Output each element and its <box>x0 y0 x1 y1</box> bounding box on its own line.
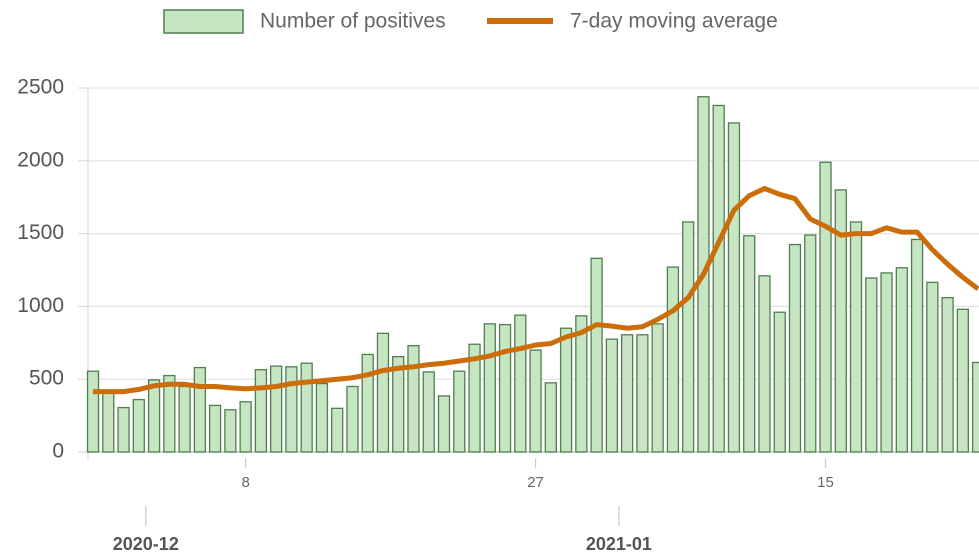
y-tick-label: 0 <box>52 440 64 463</box>
bar <box>727 122 741 453</box>
bar <box>910 238 924 453</box>
bar <box>620 334 634 453</box>
bar <box>453 370 466 453</box>
bar <box>880 272 893 453</box>
x-tick-label: 8 <box>241 474 249 491</box>
bar <box>544 382 557 453</box>
x-tick-label: 27 <box>527 474 544 491</box>
bar <box>300 362 313 453</box>
bar <box>605 338 619 453</box>
bar <box>819 161 832 453</box>
bar <box>926 281 939 453</box>
bar <box>224 409 237 453</box>
bar <box>422 371 435 453</box>
bar <box>331 407 344 453</box>
bar <box>559 327 573 453</box>
bar <box>773 311 786 453</box>
bar <box>941 297 954 453</box>
bar <box>971 361 979 453</box>
bar <box>239 401 252 453</box>
y-tick-label: 2000 <box>17 148 64 171</box>
bar <box>147 379 161 453</box>
bar <box>895 267 908 453</box>
bar <box>514 314 527 453</box>
bar <box>193 366 207 453</box>
bar <box>834 189 847 453</box>
bar <box>285 366 298 453</box>
bar <box>529 349 542 453</box>
bar <box>437 395 451 453</box>
bar <box>804 234 817 453</box>
bar <box>86 370 100 453</box>
bar <box>117 406 130 453</box>
bar <box>254 369 268 453</box>
legend-label: 7-day moving average <box>570 10 778 33</box>
bar <box>483 323 496 453</box>
legend-label: Number of positives <box>260 10 446 33</box>
bar <box>666 266 680 453</box>
bar <box>498 323 512 453</box>
bar <box>743 235 756 453</box>
bar <box>315 382 329 453</box>
bar <box>849 221 863 453</box>
bar <box>269 365 283 453</box>
bar <box>178 385 191 453</box>
y-tick-label: 500 <box>29 367 64 390</box>
bar <box>575 315 588 453</box>
y-tick-label: 1000 <box>17 294 64 317</box>
y-tick-label: 2500 <box>17 76 64 99</box>
line <box>93 186 979 395</box>
bar <box>651 323 664 453</box>
month-tick-label: 2020-12 <box>113 534 179 554</box>
bar <box>407 345 420 453</box>
y-tick-label: 1500 <box>17 221 64 244</box>
bar <box>392 355 405 453</box>
x-tick-label: 15 <box>817 474 834 491</box>
bar <box>102 390 115 453</box>
bar <box>758 275 771 453</box>
bar <box>865 277 878 453</box>
legend-swatch <box>163 9 244 34</box>
bar <box>682 221 695 453</box>
bar <box>208 404 222 453</box>
bar <box>712 104 725 453</box>
bar <box>361 353 374 453</box>
bar <box>376 332 390 453</box>
bar <box>788 243 802 453</box>
month-tick-label: 2021-01 <box>586 534 652 554</box>
bar <box>346 385 359 453</box>
bar <box>956 308 969 453</box>
bar <box>163 374 176 453</box>
bar <box>132 398 145 453</box>
bar <box>590 257 603 453</box>
bar <box>468 343 481 453</box>
bar <box>636 334 649 453</box>
